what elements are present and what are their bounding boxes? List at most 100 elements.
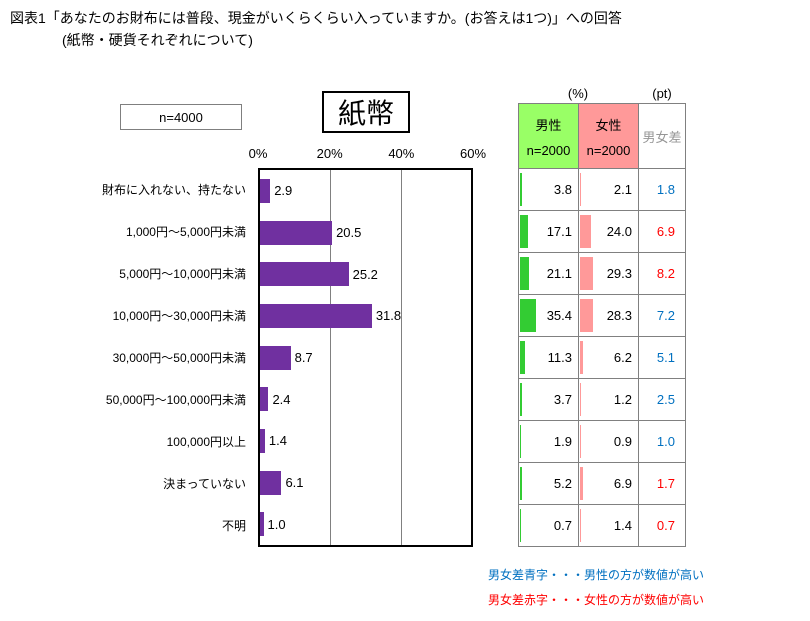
overall-value: 20.5 bbox=[336, 225, 362, 240]
overall-bar bbox=[260, 345, 291, 370]
female-value-cell: 29.3 bbox=[579, 253, 639, 294]
diff-value-cell: 1.0 bbox=[639, 421, 685, 462]
female-value-cell: 2.1 bbox=[579, 169, 639, 210]
figure-title: 図表1「あなたのお財布には普段、現金がいくらくらい入っていますか。(お答えは1つ… bbox=[10, 8, 622, 51]
male-header-cell: 男性 n=2000 bbox=[519, 104, 579, 168]
sample-size-box: n=4000 bbox=[120, 104, 242, 130]
category-label: 30,000円〜50,000円未満 bbox=[112, 350, 246, 365]
female-value-cell: 6.2 bbox=[579, 337, 639, 378]
category-label: 10,000円〜30,000円未満 bbox=[112, 308, 246, 323]
diff-value-cell: 7.2 bbox=[639, 295, 685, 336]
male-value-cell: 35.4 bbox=[519, 295, 579, 336]
pt-unit-label: (pt) bbox=[652, 86, 672, 101]
category-label: 財布に入れない、持たない bbox=[101, 182, 246, 197]
chart-title-box: 紙幣 bbox=[322, 91, 410, 133]
female-value: 24.0 bbox=[606, 224, 632, 239]
category-label: 決まっていない bbox=[163, 477, 246, 492]
male-value: 1.9 bbox=[553, 434, 572, 449]
table-row: 5.2 6.9 1.7 bbox=[519, 463, 685, 505]
overall-bar bbox=[260, 303, 372, 328]
x-axis-tick: 60% bbox=[459, 146, 487, 161]
male-value-cell: 17.1 bbox=[519, 211, 579, 252]
gridline bbox=[400, 170, 402, 545]
diff-blue-note: 男女差青字・・・男性の方が数値が高い bbox=[488, 568, 705, 582]
male-value-cell: 21.1 bbox=[519, 253, 579, 294]
diff-header-cell: 男女差 bbox=[639, 104, 685, 168]
gridline bbox=[330, 170, 332, 545]
male-mini-bar bbox=[520, 173, 522, 206]
table-row: 21.1 29.3 8.2 bbox=[519, 253, 685, 295]
table-row: 35.4 28.3 7.2 bbox=[519, 295, 685, 337]
diff-value: 5.1 bbox=[656, 350, 675, 365]
male-value: 3.7 bbox=[553, 392, 572, 407]
bar-rows: 2.9 20.5 25.2 31.8 8.7 2.4 1.4 6.1 1.0 bbox=[260, 170, 471, 545]
overall-value: 1.4 bbox=[268, 433, 287, 449]
diff-value-cell: 1.7 bbox=[639, 463, 685, 504]
diff-value: 1.7 bbox=[656, 476, 675, 491]
male-value-cell: 11.3 bbox=[519, 337, 579, 378]
diff-value: 7.2 bbox=[656, 308, 675, 323]
overall-value: 31.8 bbox=[375, 308, 402, 324]
female-value-cell: 0.9 bbox=[579, 421, 639, 462]
bar-row: 31.8 bbox=[260, 295, 471, 337]
male-value: 0.7 bbox=[553, 518, 572, 533]
category-labels: 財布に入れない、持たない 1,000円〜5,000円未満 5,000円〜10,000… bbox=[0, 168, 252, 547]
overall-bar bbox=[260, 428, 265, 453]
x-axis-tick: 20% bbox=[316, 146, 343, 161]
female-n-label: n=2000 bbox=[586, 142, 631, 158]
table-row: 3.7 1.2 2.5 bbox=[519, 379, 685, 421]
male-value-cell: 3.7 bbox=[519, 379, 579, 420]
male-mini-bar bbox=[520, 467, 523, 500]
male-value: 5.2 bbox=[553, 476, 572, 491]
male-value-cell: 3.8 bbox=[519, 169, 579, 210]
diff-value-cell: 0.7 bbox=[639, 505, 685, 546]
table-header: 男性 n=2000 女性 n=2000 男女差 bbox=[518, 103, 686, 168]
overall-value: 2.9 bbox=[274, 183, 293, 199]
male-value: 11.3 bbox=[547, 350, 572, 365]
overall-value: 2.4 bbox=[272, 391, 291, 407]
male-value-cell: 1.9 bbox=[519, 421, 579, 462]
x-axis-tick: 0% bbox=[248, 146, 268, 161]
bar-chart-plot: 2.9 20.5 25.2 31.8 8.7 2.4 1.4 6.1 1.0 bbox=[258, 168, 473, 547]
sample-size-label: n=4000 bbox=[159, 109, 203, 125]
female-mini-bar bbox=[580, 509, 581, 542]
male-value-cell: 5.2 bbox=[519, 463, 579, 504]
table-row: 3.8 2.1 1.8 bbox=[519, 169, 685, 211]
female-mini-bar bbox=[580, 341, 583, 374]
female-value: 29.3 bbox=[606, 266, 632, 281]
female-mini-bar bbox=[580, 257, 594, 290]
male-mini-bar bbox=[520, 341, 526, 374]
diff-value: 1.0 bbox=[656, 434, 675, 449]
diff-value: 2.5 bbox=[656, 392, 675, 407]
male-mini-bar bbox=[520, 425, 521, 458]
bar-row: 2.9 bbox=[260, 170, 471, 212]
male-value: 17.1 bbox=[546, 224, 572, 239]
table-row: 0.7 1.4 0.7 bbox=[519, 505, 685, 546]
female-value: 28.3 bbox=[606, 308, 632, 323]
female-value-cell: 1.4 bbox=[579, 505, 639, 546]
male-header-label: 男性 bbox=[535, 117, 562, 133]
bar-row: 1.0 bbox=[260, 503, 471, 545]
female-value: 0.9 bbox=[613, 434, 632, 449]
bar-row: 6.1 bbox=[260, 462, 471, 504]
bar-row: 8.7 bbox=[260, 337, 471, 379]
female-mini-bar bbox=[580, 215, 591, 248]
female-value: 6.2 bbox=[613, 350, 632, 365]
category-label: 不明 bbox=[221, 519, 246, 534]
female-mini-bar bbox=[580, 383, 581, 416]
table-row: 11.3 6.2 5.1 bbox=[519, 337, 685, 379]
category-label: 100,000円以上 bbox=[166, 435, 246, 450]
male-mini-bar bbox=[520, 383, 522, 416]
female-value: 1.2 bbox=[613, 392, 632, 407]
diff-value-cell: 1.8 bbox=[639, 169, 685, 210]
category-label: 5,000円〜10,000円未満 bbox=[119, 266, 246, 281]
female-mini-bar bbox=[580, 467, 584, 500]
overall-bar bbox=[260, 220, 333, 245]
x-axis-tick: 40% bbox=[388, 146, 415, 161]
overall-bar bbox=[260, 262, 349, 287]
female-mini-bar bbox=[580, 173, 581, 206]
female-value-cell: 6.9 bbox=[579, 463, 639, 504]
female-value: 1.4 bbox=[613, 518, 632, 533]
diff-value-cell: 6.9 bbox=[639, 211, 685, 252]
